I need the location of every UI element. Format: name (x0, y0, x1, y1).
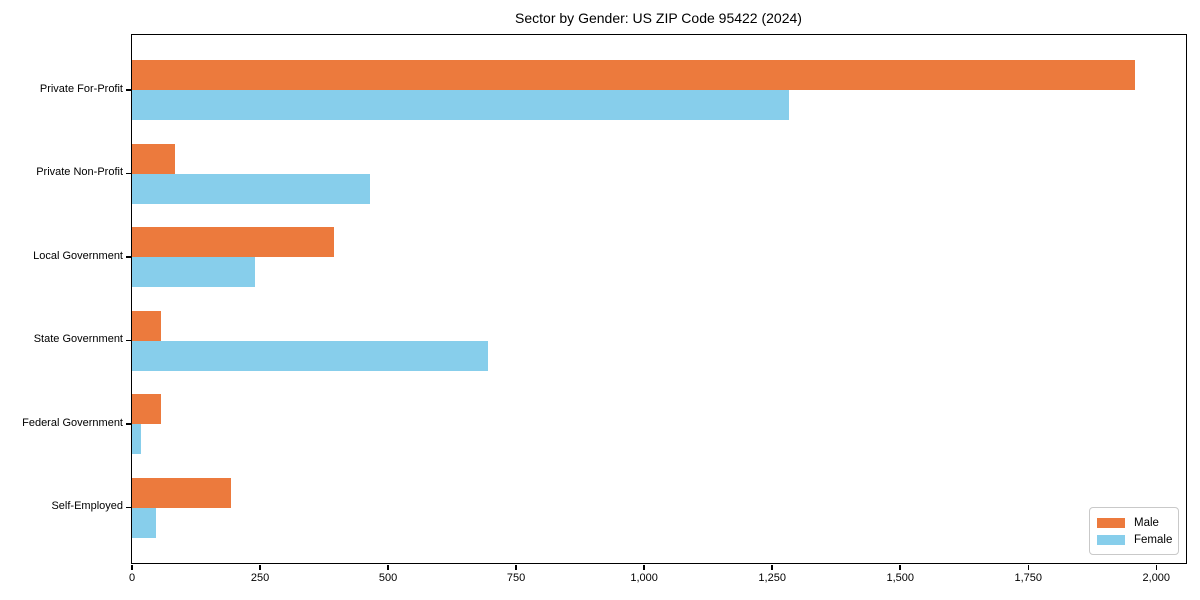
x-tick-mark (1155, 565, 1158, 570)
y-tick-label: Federal Government (22, 416, 123, 429)
legend: Male Female (1089, 507, 1179, 555)
x-tick-label: 250 (250, 572, 270, 584)
legend-swatch-male (1097, 517, 1125, 528)
y-tick-mark (126, 339, 131, 342)
plot-area (131, 34, 1187, 564)
x-tick-mark (387, 565, 389, 570)
y-tick-label: Local Government (33, 249, 123, 262)
x-tick-label: 1,000 (630, 572, 658, 584)
bar-female-2 (132, 173, 370, 204)
bar-female-6 (132, 507, 157, 538)
y-tick-label: Self-Employed (51, 500, 123, 513)
x-tick-label: 750 (506, 572, 526, 584)
bar-male-4 (132, 310, 162, 341)
x-tick-mark (771, 565, 773, 570)
x-tick-mark (643, 565, 645, 570)
x-tick-mark (259, 565, 261, 570)
x-tick-mark (515, 565, 517, 570)
x-tick-label: 500 (378, 572, 398, 584)
x-tick-mark (131, 565, 133, 570)
y-tick-label: Private For-Profit (39, 82, 123, 95)
x-tick-mark (899, 565, 901, 570)
y-tick-mark (126, 506, 131, 509)
x-tick-label: 0 (128, 572, 136, 584)
x-tick-label: 1,250 (758, 572, 786, 584)
bar-female-4 (132, 340, 489, 371)
bar-male-5 (132, 394, 162, 425)
x-tick-mark (1027, 565, 1029, 570)
bar-male-6 (132, 477, 231, 508)
bar-female-5 (132, 424, 142, 455)
legend-label-female: Female (1134, 533, 1173, 546)
legend-entry-male: Male (1097, 517, 1178, 529)
legend-entry-female: Female (1097, 534, 1178, 546)
legend-swatch-female (1097, 534, 1125, 545)
bar-female-3 (132, 257, 256, 288)
x-tick-label: 2,000 (1142, 572, 1171, 584)
y-tick-label: State Government (33, 333, 123, 346)
y-tick-mark (126, 89, 131, 91)
bar-male-3 (132, 227, 334, 258)
bar-male-2 (132, 143, 175, 174)
bar-male-1 (132, 60, 1135, 91)
y-tick-mark (126, 256, 131, 258)
y-tick-mark (126, 172, 131, 175)
x-tick-label: 1,500 (886, 572, 914, 584)
y-tick-label: Private Non-Profit (36, 166, 123, 179)
x-tick-label: 1,750 (1014, 572, 1043, 584)
bar-female-1 (132, 90, 789, 121)
chart-title: Sector by Gender: US ZIP Code 95422 (202… (515, 10, 802, 26)
legend-label-male: Male (1134, 516, 1159, 529)
y-tick-mark (126, 423, 131, 425)
